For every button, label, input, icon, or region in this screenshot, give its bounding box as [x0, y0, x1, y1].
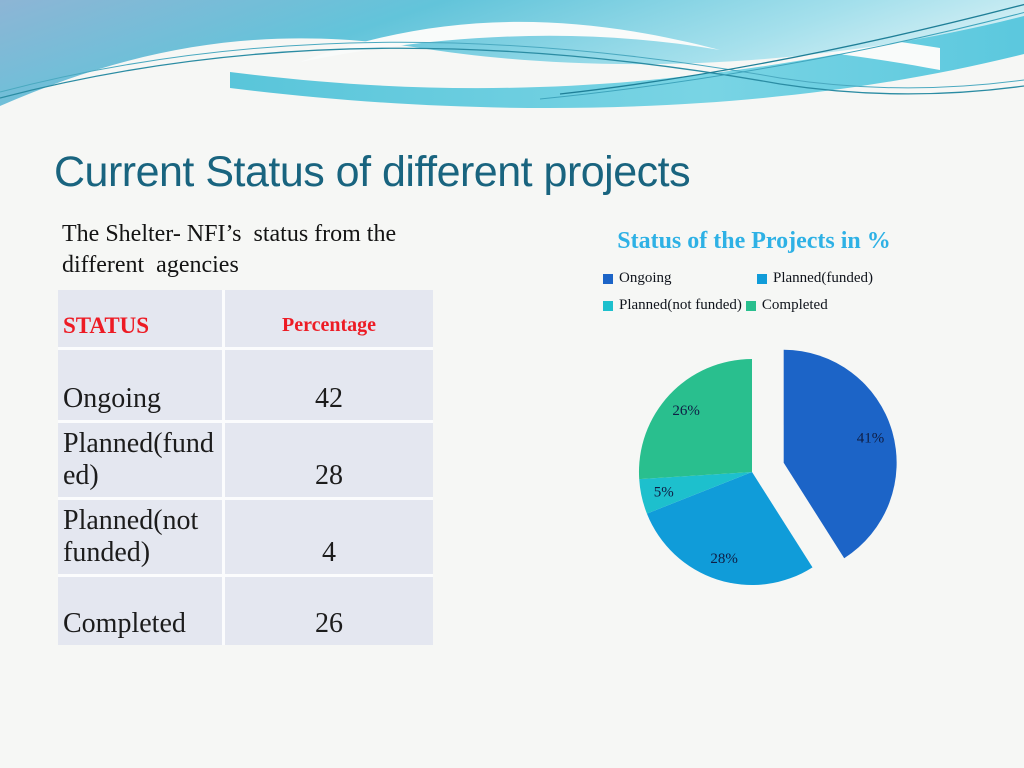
table-cell-percentage: 28 [225, 423, 433, 497]
wave-line-2 [0, 41, 1024, 93]
chart-title: Status of the Projects in % [617, 228, 891, 254]
table-cell-percentage: 26 [225, 577, 433, 645]
table-header-percentage: Percentage [225, 290, 433, 347]
header-wave-decoration [0, 0, 1024, 170]
legend-item: Ongoing [603, 270, 757, 287]
pie-chart: 41% 28% 5% 26% [638, 349, 897, 585]
wave-line-3 [559, 3, 1024, 95]
legend-label: Completed [761, 297, 828, 313]
slide-title: Current Status of different projects [54, 148, 691, 196]
legend-item: Completed [745, 297, 828, 314]
status-chart: Status of the Projects in % Ongoing Plann… [570, 227, 1015, 637]
table-cell-percentage: 4 [225, 500, 433, 574]
legend-row: Ongoing Planned(funded) [603, 270, 1015, 287]
legend-item: Planned(not funded) [603, 297, 742, 314]
table-cell-status: Planned(not funded) [58, 500, 222, 574]
table-header-status: STATUS [58, 290, 222, 347]
legend-swatch-icon [603, 300, 613, 311]
pie-slice-ongoing [783, 349, 897, 559]
chart-legend: Ongoing Planned(funded) Planned(not funded… [603, 270, 1015, 314]
table-cell-status: Planned(funded) [58, 423, 222, 497]
pie-slice-label: 26% [672, 403, 700, 419]
legend-item: Planned(funded) [757, 270, 873, 287]
slide-subtitle: The Shelter- NFI’s status from the diffe… [62, 221, 397, 278]
pie-slice-label: 28% [710, 551, 738, 567]
wave-crest [300, 21, 720, 62]
legend-label: Planned(not funded) [619, 297, 742, 313]
legend-swatch-icon [757, 273, 767, 284]
legend-label: Ongoing [619, 270, 672, 286]
pie-slice-completed [638, 359, 752, 480]
legend-swatch-icon [745, 300, 756, 311]
table-cell-percentage: 42 [225, 350, 433, 420]
pie-slice-label: 5% [654, 485, 674, 501]
legend-label: Planned(funded) [773, 270, 873, 286]
table-cell-status: Ongoing [58, 350, 222, 420]
pie-slice-planned-not-funded [639, 472, 752, 514]
wave-line-1 [0, 47, 1024, 99]
wave-band [0, 0, 1024, 106]
legend-row: Planned(not funded) Completed [603, 297, 1015, 314]
pie-slice-planned-funded [646, 472, 813, 585]
wave-stripe [230, 14, 1024, 109]
wave-svg [0, 0, 1024, 109]
legend-swatch-icon [603, 273, 613, 284]
status-table: STATUS Percentage Ongoing 42 Planned(funded)… [58, 290, 433, 645]
table-cell-status: Completed [58, 577, 222, 645]
pie-slice-label: 41% [857, 431, 885, 447]
wave-line-4 [539, 11, 1024, 100]
